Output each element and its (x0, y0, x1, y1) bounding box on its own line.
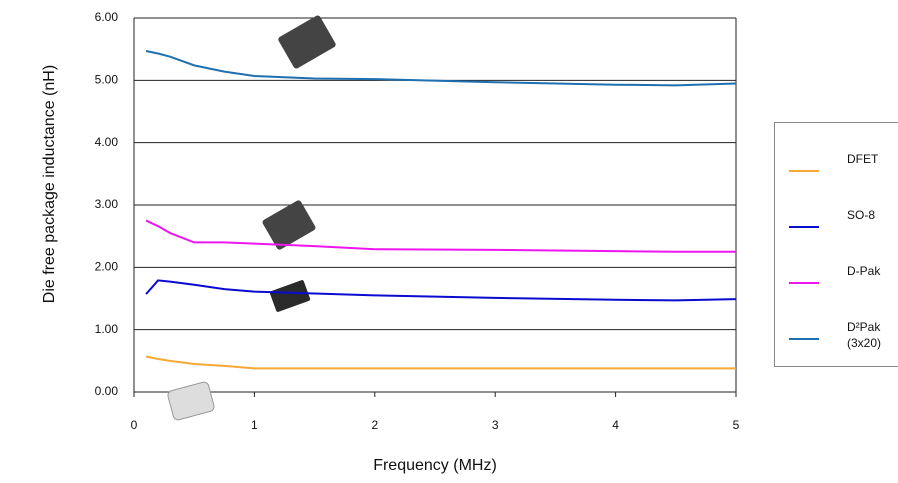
legend-label: SO-8 (847, 207, 897, 223)
line-series (146, 280, 736, 300)
line-series (146, 356, 736, 368)
y-tick-label: 2.00 (95, 260, 119, 274)
legend-label: D²Pak (3x20) (847, 319, 897, 351)
x-tick-label: 2 (371, 418, 378, 432)
so8-icon (269, 280, 310, 313)
legend-swatch (789, 338, 819, 340)
legend-item: D²Pak (3x20) (775, 319, 898, 359)
y-tick-label: 4.00 (95, 135, 119, 149)
x-axis-label: Frequency (MHz) (335, 457, 535, 475)
x-tick-label: 1 (251, 418, 258, 432)
legend-label: DFET (847, 151, 897, 167)
y-tick-label: 3.00 (95, 197, 119, 211)
y-tick-label: 5.00 (95, 73, 119, 87)
x-tick-label: 4 (612, 418, 619, 432)
line-series (146, 221, 736, 252)
legend-swatch (789, 170, 819, 172)
legend-item: DFET (775, 151, 898, 191)
plot: 0.00 1.00 2.00 3.00 4.00 5.00 6.00 0 1 2 3 4 5 (0, 0, 898, 483)
x-tick-label: 3 (492, 418, 499, 432)
dpak-icon (261, 199, 316, 250)
x-tick-label: 0 (131, 418, 138, 432)
dfet-icon (167, 381, 215, 421)
series (146, 51, 736, 368)
y-tick-label: 0.00 (95, 384, 119, 398)
legend-label: D-Pak (847, 263, 897, 279)
x-tick-label: 5 (733, 418, 740, 432)
y-tick-label: 6.00 (95, 10, 119, 24)
y-tick-label: 1.00 (95, 322, 119, 336)
legend: DFET SO-8 D-Pak D²Pak (3x20) (774, 122, 898, 367)
y-axis-label: Die free package inductance (nH) (41, 59, 59, 309)
d2pak-icon (277, 14, 337, 69)
legend-item: SO-8 (775, 207, 898, 247)
chart: 0.00 1.00 2.00 3.00 4.00 5.00 6.00 0 1 2 3 4 5 Die f… (0, 0, 898, 483)
legend-swatch (789, 226, 819, 228)
legend-swatch (789, 282, 819, 284)
legend-item: D-Pak (775, 263, 898, 303)
